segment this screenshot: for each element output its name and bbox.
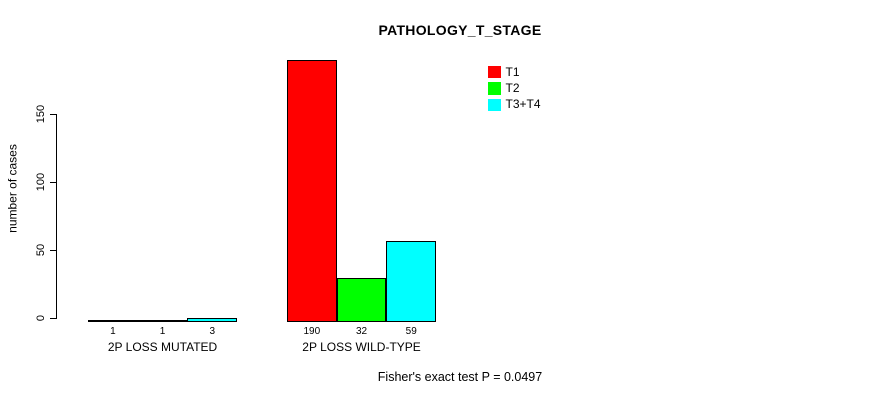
chart-title: PATHOLOGY_T_STAGE: [378, 22, 542, 38]
bar-value-label: 190: [303, 326, 321, 337]
bar-value-label: 1: [159, 326, 166, 337]
bar: [336, 278, 387, 322]
y-tick-label: 100: [35, 172, 47, 192]
bar: [287, 60, 337, 322]
y-tick-mark: [50, 113, 57, 115]
legend: T1 T2 T3+T4: [488, 64, 541, 113]
bar-value-label: 3: [209, 326, 216, 337]
y-tick-label: 0: [35, 314, 47, 322]
x-category-label: 2P LOSS MUTATED: [107, 340, 218, 354]
stats-annotation: Fisher's exact test P = 0.0497: [377, 370, 543, 384]
bar: [386, 241, 437, 322]
bar: [137, 320, 188, 322]
bar-value-label: 32: [355, 326, 368, 337]
legend-item: T1: [488, 64, 541, 80]
x-category-label: 2P LOSS WILD-TYPE: [302, 340, 421, 354]
bar-value-label: 1: [110, 326, 116, 337]
y-tick-mark: [50, 249, 57, 251]
bar: [187, 318, 238, 322]
legend-swatch: [488, 65, 501, 79]
y-tick-label: 50: [35, 243, 47, 257]
bar-value-label: 59: [405, 326, 417, 337]
y-tick-label: 150: [35, 104, 47, 124]
legend-swatch: [488, 82, 501, 95]
y-axis-line: [56, 114, 57, 319]
bar: [88, 320, 138, 322]
y-tick-mark: [50, 181, 57, 183]
y-tick-mark: [50, 317, 57, 319]
legend-item: T3+T4: [488, 97, 541, 113]
legend-label: T1: [505, 64, 520, 79]
legend-item: T2: [488, 80, 541, 96]
y-axis-label: number of cases: [5, 144, 20, 233]
legend-label: T2: [505, 81, 520, 96]
legend-swatch: [488, 98, 501, 112]
legend-label: T3+T4: [505, 97, 541, 112]
